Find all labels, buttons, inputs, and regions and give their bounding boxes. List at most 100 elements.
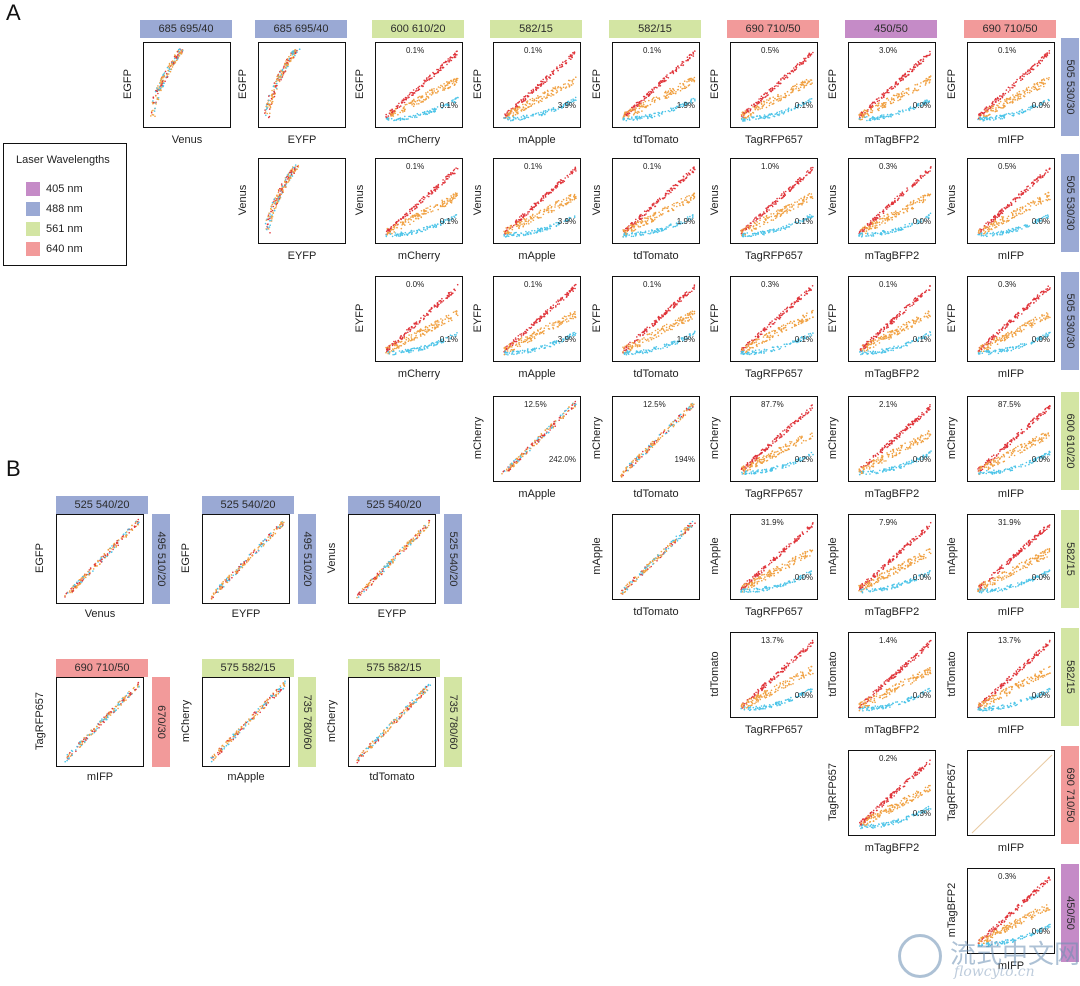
scatter-dot xyxy=(679,82,681,85)
scatter-dot xyxy=(402,99,405,102)
scatter-dot xyxy=(676,65,679,68)
scatter-dot xyxy=(929,79,932,81)
legend-label: 405 nm xyxy=(46,183,83,195)
scatter-dot xyxy=(571,56,573,59)
scatter-dot xyxy=(666,207,668,209)
scatter-dot xyxy=(404,215,406,218)
scatter-dot xyxy=(635,116,637,119)
scatter-dot xyxy=(416,203,418,206)
percent-label-upper: 0.3% xyxy=(879,162,898,171)
scatter-dot xyxy=(880,105,882,107)
scatter-dot xyxy=(785,75,788,77)
scatter-dot xyxy=(449,173,452,176)
scatter-dot xyxy=(432,226,435,228)
scatter-dot xyxy=(278,200,280,202)
scatter-dot xyxy=(985,110,988,112)
scatter-dot xyxy=(1012,98,1014,100)
scatter-dot xyxy=(872,117,875,119)
scatter-dot xyxy=(572,82,574,85)
scatter-dot xyxy=(926,79,929,82)
scatter-dot xyxy=(547,192,549,194)
scatter-dot xyxy=(1032,182,1035,185)
scatter-dot xyxy=(1030,90,1033,93)
scatter-dot xyxy=(281,70,283,73)
scatter-dot xyxy=(864,111,866,114)
scatter-dot xyxy=(922,60,924,63)
scatter-dot xyxy=(689,173,691,176)
scatter-dot xyxy=(755,115,758,117)
scatter-dot xyxy=(1048,50,1051,52)
scatter-dot xyxy=(764,218,767,220)
scatter-dot xyxy=(1035,87,1037,90)
scatter-dot xyxy=(992,220,994,223)
scatter-dot xyxy=(573,198,576,201)
scatter-dot xyxy=(886,205,888,207)
scatter-dot xyxy=(693,76,696,79)
scatter-dot xyxy=(787,108,789,111)
scatter-dot xyxy=(574,99,576,101)
scatter-dot xyxy=(267,214,270,216)
scatter-dot xyxy=(780,95,782,97)
scatter-dot xyxy=(762,230,765,233)
scatter-dot xyxy=(652,91,655,93)
scatter-dot xyxy=(273,89,275,91)
percent-label-lower: 1.9% xyxy=(676,217,695,226)
scatter-dot xyxy=(566,219,569,222)
scatter-dot xyxy=(454,54,457,56)
scatter-dot xyxy=(868,225,871,228)
scatter-dot xyxy=(418,228,420,231)
scatter-dot xyxy=(927,78,929,80)
scatter-dot xyxy=(538,228,541,231)
scatter-dot xyxy=(793,221,796,224)
scatter-dot xyxy=(516,116,519,119)
scatter-dot xyxy=(562,83,565,86)
scatter-dot xyxy=(434,186,436,189)
scatter-dot xyxy=(795,87,797,90)
scatter-dot xyxy=(757,233,759,236)
scatter-dot xyxy=(523,213,526,215)
scatter-dot xyxy=(170,68,173,70)
scatter-dot xyxy=(1030,66,1033,68)
scatter-dot xyxy=(538,211,541,213)
scatter-dot xyxy=(667,205,669,208)
scatter-dot xyxy=(1013,112,1015,115)
scatter-dot xyxy=(440,84,442,87)
scatter-dot xyxy=(154,90,157,93)
scatter-dot xyxy=(638,105,641,107)
scatter-dot xyxy=(927,170,930,173)
scatter-dot xyxy=(664,110,667,113)
scatter-dot xyxy=(414,114,417,117)
scatter-dot xyxy=(275,87,278,90)
scatter-dot xyxy=(795,66,798,69)
scatter-dot xyxy=(683,87,686,90)
scatter-dot xyxy=(507,112,509,115)
scatter-dot xyxy=(524,107,527,110)
scatter-dot xyxy=(1028,91,1031,94)
scatter-dot xyxy=(806,201,808,203)
scatter-dot xyxy=(447,82,449,85)
scatter-dot xyxy=(638,107,641,110)
scatter-dot xyxy=(442,222,444,225)
scatter-dot xyxy=(998,215,1000,218)
scatter-dot xyxy=(923,80,926,82)
scatter-dot xyxy=(542,111,544,114)
scatter-dot xyxy=(529,92,531,94)
scatter-dot xyxy=(871,225,874,228)
scatter-dot xyxy=(753,222,756,224)
scatter-dot xyxy=(664,196,666,199)
scatter-dot xyxy=(297,164,300,167)
scatter-dot xyxy=(654,99,656,101)
scatter-dot xyxy=(776,200,779,203)
scatter-dot xyxy=(778,114,780,117)
scatter-dot xyxy=(570,99,573,101)
scatter-dot xyxy=(275,205,278,207)
scatter-dot xyxy=(761,213,764,216)
scatter-dot xyxy=(989,119,991,121)
scatter-dot xyxy=(169,68,171,70)
scatter-dot xyxy=(877,108,879,110)
scatter-dot xyxy=(411,209,414,212)
scatter-dot xyxy=(771,89,774,91)
scatter-dot xyxy=(426,225,428,228)
scatter-dot xyxy=(644,114,647,116)
scatter-dot xyxy=(535,232,538,234)
